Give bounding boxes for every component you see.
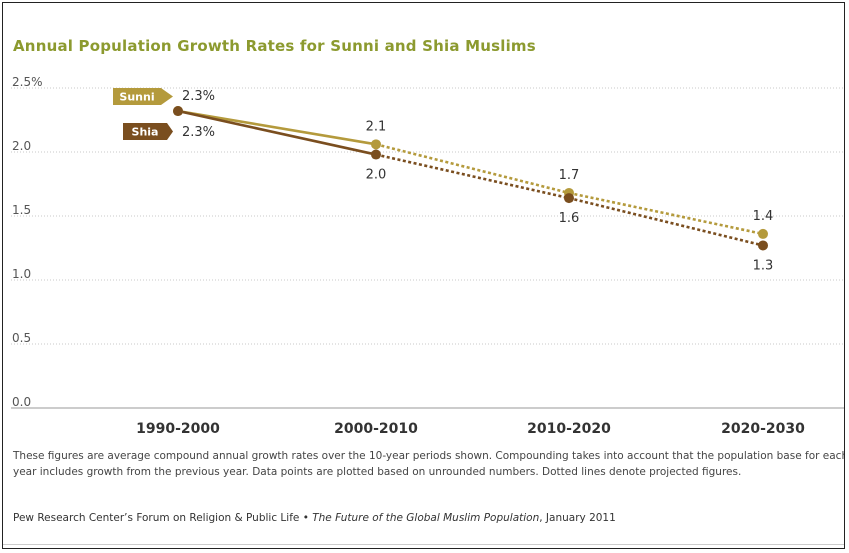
x-category-label: 2000-2010 [334, 421, 418, 437]
legend-tag-shia [123, 123, 173, 140]
data-point-shia [564, 193, 574, 204]
data-label-sunni: 1.7 [559, 168, 580, 183]
y-tick-label: 1.0 [12, 267, 31, 281]
source-line: Pew Research Center’s Forum on Religion … [13, 512, 616, 524]
legend-label-sunni: Sunni [119, 91, 154, 104]
series-line-shia [177, 109, 377, 156]
y-tick-label: 2.5% [12, 75, 43, 89]
data-label-sunni: 2.3% [182, 89, 215, 104]
data-point-sunni [758, 228, 768, 239]
bottom-divider [3, 544, 844, 545]
series-line-sunni [177, 109, 377, 146]
data-label-shia: 2.3% [182, 125, 215, 140]
line-chart: 0.0 0.5 1.0 1.5 2.0 2.5% 1990-2000 2000-2010 201… [11, 75, 844, 437]
y-tick-label: 1.5 [12, 203, 31, 217]
series-line-sunni [568, 191, 764, 236]
source-date: , January 2011 [539, 512, 616, 524]
y-tick-label: 0.0 [12, 395, 31, 409]
chart-title: Annual Population Growth Rates for Sunni… [13, 37, 536, 55]
y-tick-label: 0.5 [12, 331, 31, 345]
series-line-shia [568, 196, 764, 247]
x-category-label: 1990-2000 [136, 421, 220, 437]
x-category-label: 2010-2020 [527, 421, 611, 437]
source-publication: The Future of the Global Muslim Populati… [312, 512, 540, 524]
legend-tag-sunni [113, 88, 173, 105]
data-label-shia: 1.3 [753, 258, 774, 273]
chart-notes: These figures are average compound annua… [13, 450, 845, 478]
x-category-label: 2020-2030 [721, 421, 805, 437]
data-point-shia [371, 149, 381, 160]
legend-label-shia: Shia [132, 126, 159, 139]
series-line-sunni [375, 143, 570, 195]
data-point-sunni [371, 139, 381, 150]
data-point-shia [173, 106, 183, 117]
data-label-shia: 2.0 [366, 168, 387, 183]
y-tick-label: 2.0 [12, 139, 31, 153]
data-label-shia: 1.6 [559, 211, 580, 226]
data-label-sunni: 1.4 [753, 209, 774, 224]
source-org: Pew Research Center’s Forum on Religion … [13, 512, 309, 524]
data-label-sunni: 2.1 [366, 119, 387, 134]
series-line-shia [375, 153, 570, 200]
data-point-shia [758, 240, 768, 251]
